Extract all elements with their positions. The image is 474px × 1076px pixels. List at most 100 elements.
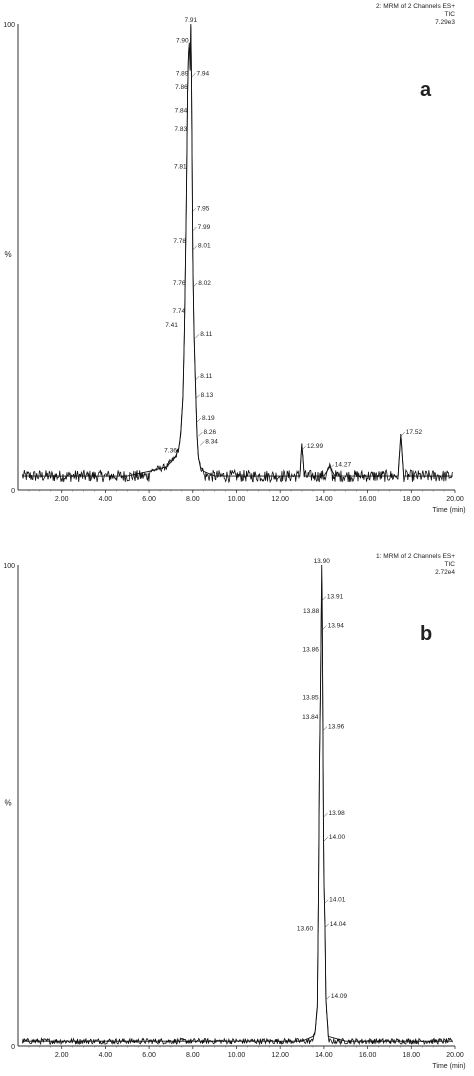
header-line: 7.29e3 xyxy=(435,19,455,26)
peak-label: 7.41 xyxy=(165,322,178,329)
peak-label: 14.04 xyxy=(330,921,347,928)
header-line: 2.72e4 xyxy=(435,569,455,576)
x-tick-label: 12.00 xyxy=(271,1052,289,1059)
peak-label: 8.34 xyxy=(205,438,218,445)
trace-line xyxy=(21,582,453,1046)
peak-leader xyxy=(321,596,327,601)
peak-label: 14.09 xyxy=(331,993,348,1000)
peak-leader xyxy=(191,208,196,213)
x-tick-label: 14.00 xyxy=(315,1052,333,1059)
x-tick-label: 18.00 xyxy=(403,496,421,503)
peak-label: 7.91 xyxy=(185,17,198,24)
peak-leader xyxy=(325,995,331,1001)
y-tick-label: 0 xyxy=(11,1044,15,1051)
x-tick-label: 8.00 xyxy=(186,1052,200,1059)
peak-label: 8.01 xyxy=(198,243,211,250)
peak-label: 8.11 xyxy=(200,331,213,338)
peak-label: 7.78 xyxy=(173,238,186,245)
peak-label: 7.95 xyxy=(197,205,210,212)
peak-label: 7.89 xyxy=(176,70,189,77)
peak-label: 13.85 xyxy=(302,695,319,702)
x-tick-label: 2.00 xyxy=(55,496,69,503)
peak-label: 13.94 xyxy=(328,623,345,630)
peak-label: 7.99 xyxy=(198,224,211,231)
peak-label: 13.96 xyxy=(328,724,345,731)
x-tick-label: 20.00 xyxy=(446,496,464,503)
peak-label: 13.88 xyxy=(303,608,320,615)
header-line: TIC xyxy=(445,11,456,18)
peak-leader xyxy=(323,836,329,842)
header-line: 2: MRM of 2 Channels ES+ xyxy=(376,3,455,10)
peak-label: 7.90 xyxy=(176,38,189,45)
x-tick-label: 8.00 xyxy=(186,496,200,503)
peak-label: 7.84 xyxy=(175,108,188,115)
peak-leader xyxy=(192,245,198,250)
peak-label: 7.83 xyxy=(174,126,187,133)
chart-panel-b: 0 100% 2.00 4.00 6.00 8.00 10.00 12.00 14.00 16.0… xyxy=(3,553,465,1070)
peak-leader xyxy=(195,334,200,339)
y-tick-label: 0 xyxy=(11,488,15,495)
trace-line xyxy=(21,26,453,484)
x-tick-label: 10.00 xyxy=(228,1052,246,1059)
x-tick-label: 6.00 xyxy=(142,496,156,503)
peak-label: 13.84 xyxy=(302,714,319,721)
y-tick-label: 100 xyxy=(3,22,15,29)
x-tick-label: 12.00 xyxy=(271,496,289,503)
peak-leader xyxy=(323,812,328,818)
peak-leader xyxy=(323,899,329,904)
x-axis-label: Time (min) xyxy=(432,1063,465,1070)
x-tick-label: 14.00 xyxy=(315,496,333,503)
y-axis-label: % xyxy=(4,250,11,259)
peak-leader xyxy=(400,431,405,437)
peak-label: 14.00 xyxy=(329,834,346,841)
peak-leader xyxy=(329,464,334,469)
peak-label: 7.36 xyxy=(164,448,177,455)
x-tick-label: 16.00 xyxy=(359,496,377,503)
panel-letter: a xyxy=(420,79,432,101)
header-line: 1: MRM of 2 Channels ES+ xyxy=(376,553,455,560)
x-tick-label: 4.00 xyxy=(99,496,113,503)
peak-label: 13.98 xyxy=(328,810,345,817)
peak-label: 13.91 xyxy=(327,594,344,601)
peak-label: 12.99 xyxy=(307,443,324,450)
x-tick-label: 4.00 xyxy=(99,1052,113,1059)
x-tick-label: 2.00 xyxy=(55,1052,69,1059)
y-axis-label: % xyxy=(4,799,11,808)
x-tick-label: 20.00 xyxy=(446,1052,464,1059)
y-tick-label: 100 xyxy=(3,563,15,570)
peak-label: 13.90 xyxy=(314,558,331,565)
peak-leader xyxy=(324,923,329,928)
peak-label: 14.27 xyxy=(335,462,352,469)
peak-leader xyxy=(191,73,196,78)
peak-outline xyxy=(22,564,453,1042)
x-tick-label: 16.00 xyxy=(359,1052,377,1059)
peak-label: 13.86 xyxy=(303,647,320,654)
peak-leader xyxy=(322,726,328,731)
peak-leader xyxy=(301,445,307,451)
peak-leader xyxy=(195,375,200,381)
peak-label: 17.52 xyxy=(406,429,423,436)
peak-leader xyxy=(192,226,197,232)
peak-leader xyxy=(198,431,203,437)
peak-label: 7.86 xyxy=(175,84,188,91)
peak-label: 8.11 xyxy=(200,373,213,380)
x-tick-label: 18.00 xyxy=(403,1052,421,1059)
x-tick-label: 10.00 xyxy=(228,496,246,503)
peak-outline xyxy=(22,23,453,477)
x-tick-label: 6.00 xyxy=(142,1052,156,1059)
peak-label: 7.76 xyxy=(173,280,186,287)
peak-label: 8.13 xyxy=(201,392,214,399)
peak-label: 14.01 xyxy=(329,897,346,904)
peak-label: 8.26 xyxy=(203,429,216,436)
peak-leader xyxy=(193,282,198,288)
peak-label: 8.02 xyxy=(198,280,211,287)
peak-leader xyxy=(200,441,205,446)
peak-label: 7.81 xyxy=(174,163,187,170)
chart-panel-a: 0 100% 2.00 4.00 6.00 8.00 10.00 12.00 14.00 16.0… xyxy=(3,3,465,514)
peak-leader xyxy=(195,394,200,399)
peak-leader xyxy=(322,625,327,630)
peak-label: 7.94 xyxy=(196,70,209,77)
peak-label: 8.19 xyxy=(202,415,215,422)
panel-letter: b xyxy=(420,623,432,645)
x-axis-label: Time (min) xyxy=(432,507,465,514)
